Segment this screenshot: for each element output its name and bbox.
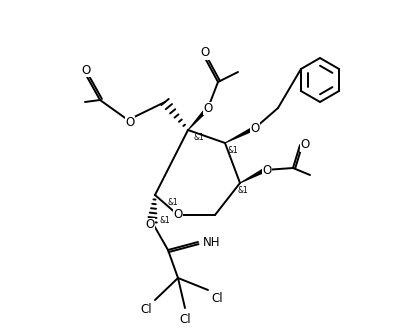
Text: NH: NH [203, 235, 220, 249]
Text: &1: &1 [160, 216, 171, 225]
Text: O: O [173, 209, 182, 221]
Text: O: O [300, 138, 310, 152]
Text: O: O [200, 46, 210, 60]
Text: O: O [125, 116, 135, 128]
Text: &1: &1 [168, 198, 179, 207]
Polygon shape [240, 168, 266, 183]
Polygon shape [188, 106, 210, 130]
Text: &1: &1 [228, 146, 239, 155]
Text: Cl: Cl [179, 313, 191, 326]
Text: O: O [262, 165, 272, 177]
Text: Cl: Cl [140, 303, 152, 316]
Text: &1: &1 [193, 133, 204, 142]
Text: O: O [250, 121, 260, 134]
Text: O: O [81, 64, 90, 76]
Text: Cl: Cl [211, 292, 223, 305]
Polygon shape [225, 126, 256, 143]
Text: O: O [203, 102, 213, 115]
Text: &1: &1 [237, 186, 248, 195]
Text: O: O [145, 217, 154, 230]
